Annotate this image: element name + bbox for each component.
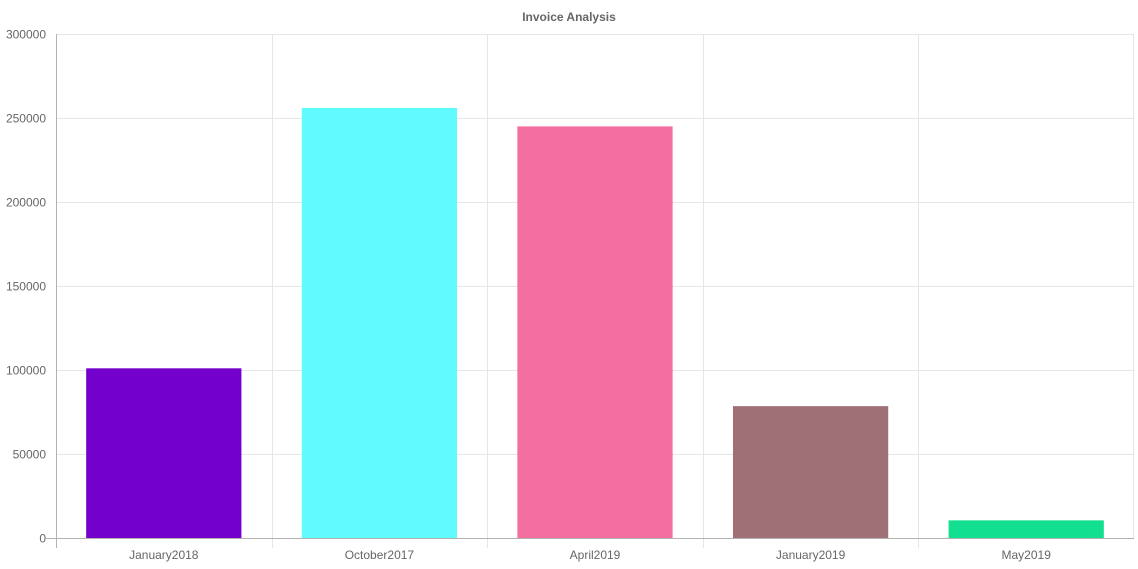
x-tick-label: October2017 — [345, 548, 415, 562]
x-tick-label: January2018 — [129, 548, 199, 562]
tick-labels: 0 50000 100000 150000 200000 250000 300000 Janu… — [6, 28, 1051, 563]
chart-title: Invoice Analysis — [522, 10, 616, 24]
bars — [86, 107, 1104, 539]
x-tick-label: April2019 — [570, 548, 621, 562]
bar[interactable] — [86, 368, 242, 538]
y-tick-label: 300000 — [6, 28, 46, 42]
bar[interactable] — [517, 126, 673, 539]
y-tick-label: 50000 — [13, 448, 47, 462]
bar[interactable] — [948, 520, 1104, 538]
y-tick-label: 250000 — [6, 112, 46, 126]
y-tick-label: 0 — [39, 532, 46, 546]
bar[interactable] — [732, 406, 889, 538]
y-tick-label: 100000 — [6, 364, 46, 378]
y-tick-label: 200000 — [6, 196, 46, 210]
bar[interactable] — [301, 107, 458, 539]
y-tick-label: 150000 — [6, 280, 46, 294]
axes — [46, 34, 1134, 548]
x-tick-label: January2019 — [776, 548, 846, 562]
x-tick-label: May2019 — [1002, 548, 1052, 562]
